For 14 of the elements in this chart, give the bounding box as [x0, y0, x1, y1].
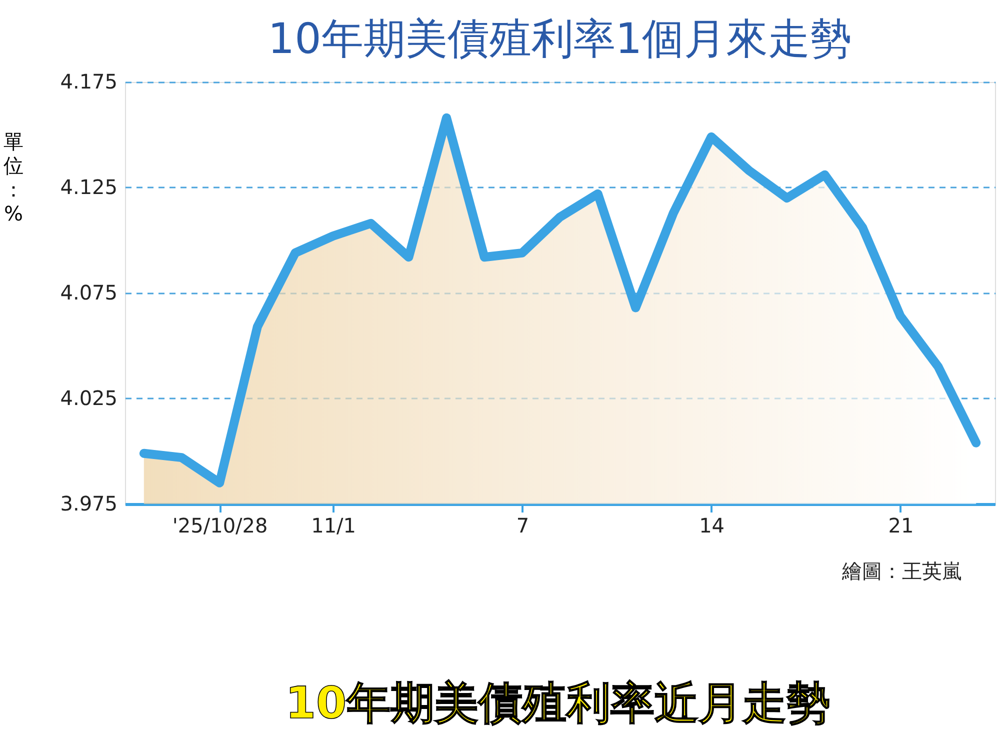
- y-tick-label: 4.025: [60, 386, 118, 410]
- y-tick-label: 4.175: [60, 70, 118, 94]
- x-tick-label: '25/10/28: [172, 514, 268, 538]
- x-tick-label: 11/1: [311, 514, 356, 538]
- text: 繪圖：王英嵐: [841, 559, 962, 583]
- x-tick-label: 14: [699, 514, 725, 538]
- y-tick-label: 3.975: [60, 492, 118, 516]
- x-tick-label: 21: [888, 514, 914, 538]
- x-tick-label: 7: [516, 514, 530, 538]
- text: 10年期美債殖利率近月走勢: [285, 678, 831, 729]
- chart-title: 10年期美債殖利率1個月來走勢: [268, 14, 852, 63]
- y-axis-title: 單位：%: [4, 130, 24, 226]
- y-tick-label: 4.075: [60, 280, 118, 304]
- y-tick-label: 4.125: [60, 175, 118, 199]
